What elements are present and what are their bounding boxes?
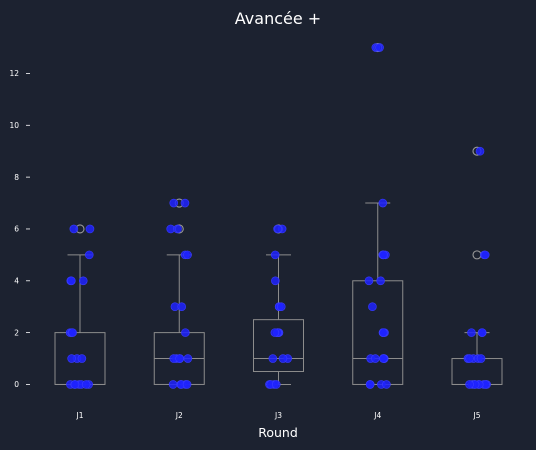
data-point: [183, 354, 193, 363]
data-points: [65, 43, 491, 389]
y-tick-label: 8: [14, 173, 19, 182]
y-axis: 0 2 4 6 8 10 12: [9, 69, 30, 389]
data-point: [467, 328, 476, 337]
data-point: [77, 354, 87, 363]
x-axis: J1 J2 J3 J4 J5: [76, 411, 481, 420]
data-point: [173, 224, 182, 234]
points-j3: [265, 224, 293, 389]
data-point: [67, 276, 76, 286]
data-point: [278, 354, 288, 363]
box-iqr: [253, 319, 304, 372]
data-point: [271, 276, 280, 286]
y-tick-label: 10: [9, 121, 19, 130]
data-point: [168, 380, 178, 389]
data-point: [169, 198, 179, 208]
points-j4: [364, 43, 391, 389]
data-point: [371, 354, 380, 363]
data-point: [84, 250, 94, 260]
data-point: [78, 276, 88, 286]
points-j2: [166, 198, 193, 389]
y-tick-label: 12: [9, 69, 19, 78]
data-point: [68, 328, 77, 337]
data-point: [364, 276, 374, 286]
data-point: [270, 250, 280, 260]
data-point: [181, 328, 190, 337]
data-point: [480, 250, 490, 260]
x-axis-label: Round: [258, 425, 298, 440]
data-point: [180, 198, 190, 208]
data-point: [70, 380, 80, 389]
data-point: [465, 354, 474, 363]
data-point: [379, 328, 388, 337]
x-tick-label: J2: [175, 411, 183, 420]
data-point: [69, 224, 79, 234]
data-point: [268, 354, 278, 363]
x-tick-label: J5: [473, 411, 481, 420]
box-j4: [352, 42, 404, 385]
data-point: [276, 302, 286, 312]
data-point: [271, 380, 281, 389]
data-point: [270, 328, 280, 337]
data-point: [465, 380, 474, 389]
data-point: [368, 302, 377, 312]
points-j5: [463, 146, 491, 389]
data-point: [376, 276, 385, 286]
data-point: [177, 302, 186, 312]
data-point: [67, 354, 76, 363]
x-tick-label: J4: [373, 411, 381, 420]
points-j1: [65, 224, 95, 389]
data-point: [85, 224, 95, 234]
box-j5: [451, 146, 503, 385]
outlier-marker: [472, 250, 482, 260]
y-tick-label: 4: [14, 276, 19, 285]
y-tick-label: 6: [14, 225, 19, 234]
data-point: [182, 380, 192, 389]
data-point: [475, 146, 485, 156]
y-tick-label: 2: [14, 328, 19, 337]
data-point: [375, 43, 384, 52]
data-point: [378, 198, 388, 208]
data-point: [382, 380, 391, 389]
data-point: [379, 250, 388, 260]
y-tick-label: 0: [14, 380, 19, 389]
data-point: [365, 380, 375, 389]
data-point: [273, 224, 282, 234]
box-iqr: [352, 280, 404, 385]
data-point: [175, 354, 184, 363]
data-point: [477, 328, 487, 337]
data-point: [81, 380, 91, 389]
data-point: [476, 354, 486, 363]
x-tick-label: J1: [76, 411, 84, 420]
x-tick-label: J3: [274, 411, 282, 420]
chart-title: Avancée +: [235, 9, 321, 28]
data-point: [183, 250, 192, 260]
data-point: [379, 354, 388, 363]
